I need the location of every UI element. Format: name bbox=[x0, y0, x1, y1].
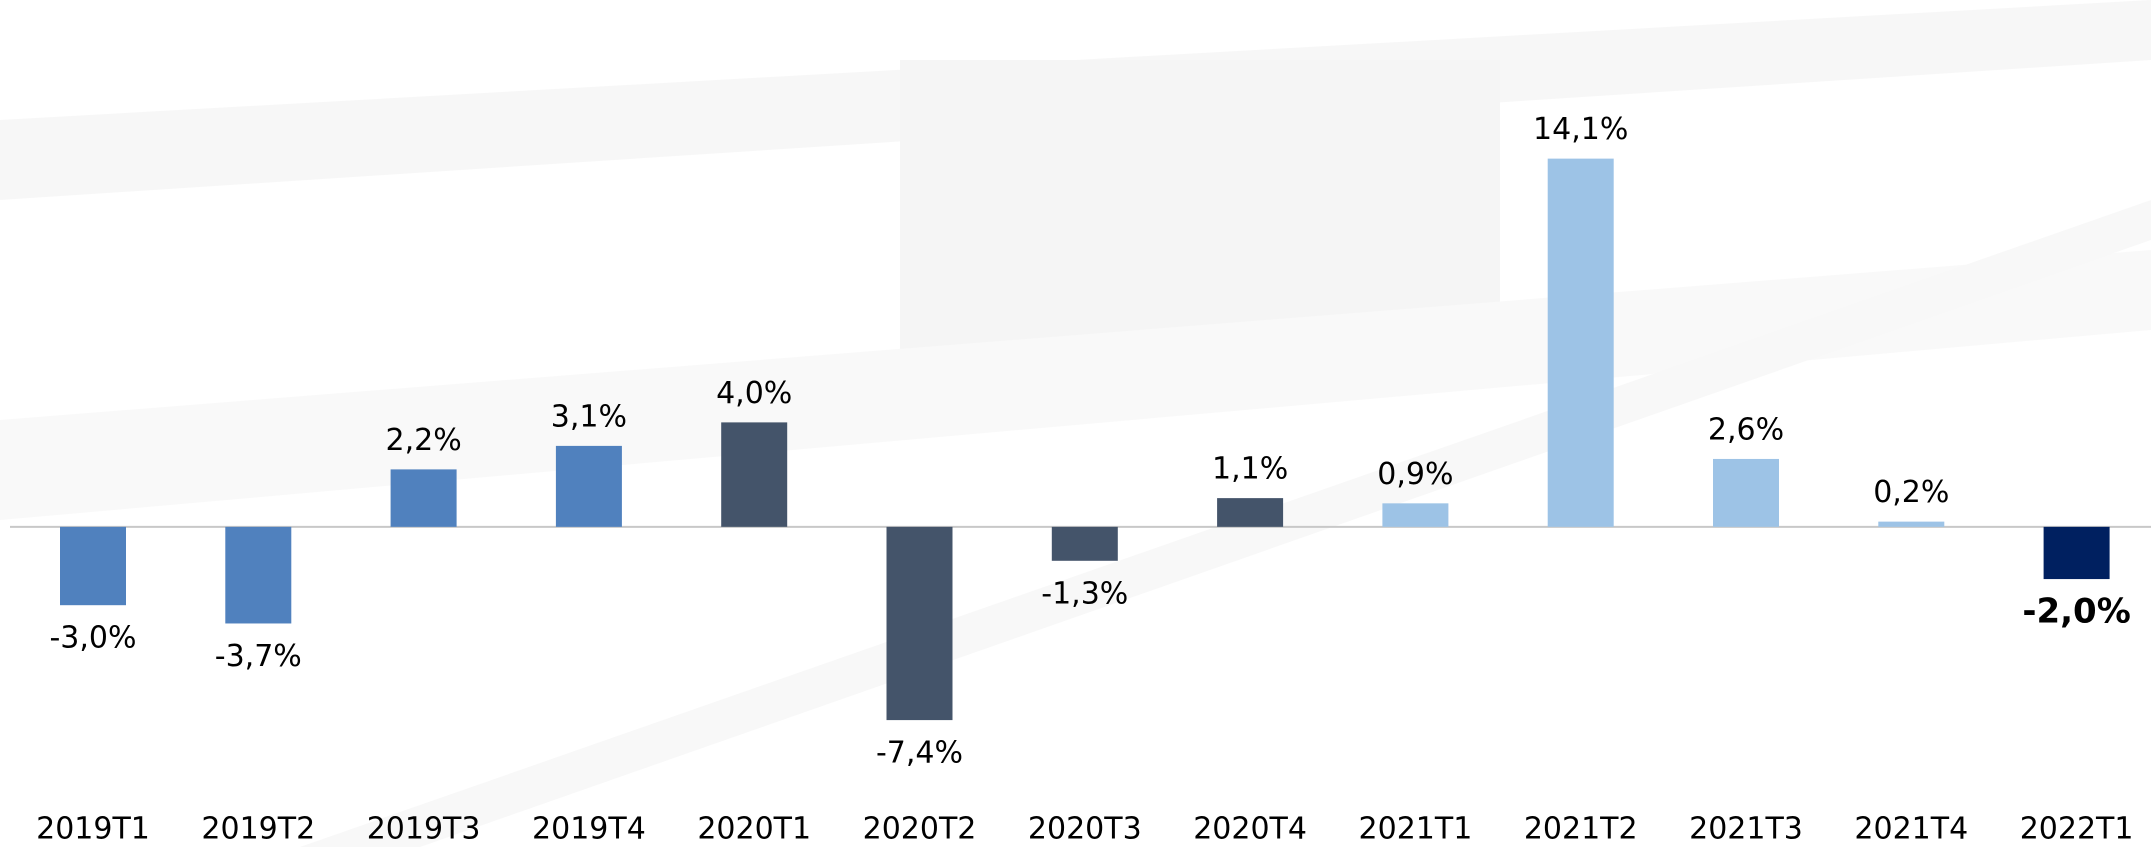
x-tick-label: 2020T1 bbox=[697, 812, 811, 847]
bar bbox=[1382, 503, 1448, 527]
bar bbox=[556, 446, 622, 527]
x-tick-label: 2019T1 bbox=[36, 812, 150, 847]
x-tick-label: 2020T2 bbox=[863, 812, 977, 847]
value-label: 4,0% bbox=[716, 376, 792, 411]
bar bbox=[225, 527, 291, 624]
x-tick-label: 2019T3 bbox=[367, 812, 481, 847]
bar bbox=[1878, 522, 1944, 527]
x-tick-label: 2019T4 bbox=[532, 812, 646, 847]
value-label: 2,6% bbox=[1708, 412, 1784, 447]
x-tick-label: 2020T4 bbox=[1193, 812, 1307, 847]
page: {"chart_data": {"type": "bar", "categori… bbox=[0, 0, 2151, 847]
bar bbox=[1052, 527, 1118, 561]
bar bbox=[1217, 498, 1283, 527]
background-decoration bbox=[0, 0, 2151, 847]
chart: 2019T1 -3,0% 2019T2 -3,7% 2019T3 2,2% 2019T4 3,… bbox=[0, 0, 2151, 847]
x-tick-label: 2019T2 bbox=[201, 812, 315, 847]
bar bbox=[887, 527, 953, 720]
value-label: 3,1% bbox=[551, 399, 627, 434]
value-label: -1,3% bbox=[1041, 576, 1128, 611]
bar bbox=[2044, 527, 2110, 579]
bar bbox=[60, 527, 126, 605]
bar bbox=[391, 469, 457, 526]
x-tick-label: 2020T3 bbox=[1028, 812, 1142, 847]
value-label: -7,4% bbox=[876, 736, 963, 771]
value-label: 2,2% bbox=[385, 423, 461, 458]
value-label: -3,7% bbox=[215, 639, 302, 674]
bar bbox=[721, 422, 787, 526]
bar bbox=[1713, 459, 1779, 527]
value-label: 1,1% bbox=[1212, 452, 1288, 487]
x-tick-label: 2021T3 bbox=[1689, 812, 1803, 847]
x-tick-label: 2022T1 bbox=[2020, 812, 2134, 847]
x-tick-label: 2021T4 bbox=[1854, 812, 1968, 847]
x-tick-label: 2021T1 bbox=[1359, 812, 1473, 847]
x-tick-label: 2021T2 bbox=[1524, 812, 1638, 847]
value-label: 14,1% bbox=[1533, 112, 1628, 147]
bar bbox=[1548, 159, 1614, 527]
value-label: -2,0% bbox=[2022, 592, 2130, 632]
value-label: 0,9% bbox=[1377, 457, 1453, 492]
value-label: 0,2% bbox=[1873, 475, 1949, 510]
value-label: -3,0% bbox=[49, 621, 136, 656]
